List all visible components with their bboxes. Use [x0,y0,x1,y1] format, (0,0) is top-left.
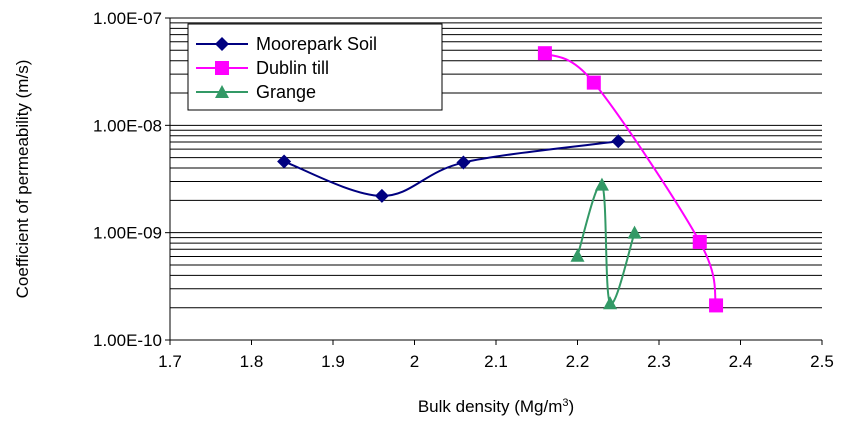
x-tick-label: 2.4 [729,352,753,371]
series-moorepark-soil [277,134,626,203]
x-axis-title-suffix: ) [569,397,575,416]
legend-item-moorepark-soil: Moorepark Soil [196,34,377,54]
series-grange [570,177,642,310]
legend-marker [215,61,229,75]
legend-label: Moorepark Soil [256,34,377,54]
data-point-grange [603,296,618,310]
series-line-moorepark-soil [283,140,619,197]
data-point-moorepark-soil [374,188,389,203]
data-point-dublin-till [586,75,601,90]
data-point-moorepark-soil [611,134,626,149]
y-axis-title: Coefficient of permeability (m/s) [13,60,32,299]
data-point-grange [627,225,642,239]
y-tick-label: 1.00E-09 [93,224,162,243]
x-axis-title-superscript: 3 [562,397,568,409]
gridlines [170,17,822,341]
legend-label: Grange [256,82,316,102]
x-tick-label: 2.1 [484,352,508,371]
legend-label: Dublin till [256,58,329,78]
series-line-dublin-till [544,52,718,306]
y-tick-label: 1.00E-10 [93,331,162,350]
data-point-dublin-till [692,234,707,249]
x-tick-label: 2.3 [647,352,671,371]
data-point-moorepark-soil [456,155,471,170]
series-line-grange [576,183,636,305]
axes [165,17,823,345]
x-axis-title: Bulk density (Mg/m3) [418,397,574,416]
legend-item-grange: Grange [196,82,316,102]
x-tick-label: 1.8 [240,352,264,371]
x-tick-label: 2.2 [566,352,590,371]
data-point-grange [594,177,609,191]
data-point-dublin-till [537,46,552,61]
legend-marker [215,85,229,98]
legend-item-dublin-till: Dublin till [196,58,329,78]
x-axis-title-main: Bulk density (Mg/m [418,397,563,416]
x-tick-label: 2.5 [810,352,834,371]
y-tick-label: 1.00E-07 [93,9,162,28]
legend: Moorepark Soil Dublin till Grange [187,23,443,111]
x-tick-label: 1.9 [321,352,345,371]
data-point-grange [570,248,585,262]
x-axis-tick-labels: 1.7 1.8 1.9 2 2.1 2.2 2.3 2.4 2.5 [158,352,834,371]
data-point-moorepark-soil [277,154,292,169]
series-dublin-till [537,46,724,313]
legend-marker [215,37,229,51]
series-group [277,46,724,313]
y-axis-tick-labels: 1.00E-10 1.00E-09 1.00E-08 1.00E-07 [93,9,162,350]
y-tick-label: 1.00E-08 [93,116,162,135]
data-point-dublin-till [709,298,724,313]
x-tick-label: 2 [410,352,419,371]
x-tick-label: 1.7 [158,352,182,371]
